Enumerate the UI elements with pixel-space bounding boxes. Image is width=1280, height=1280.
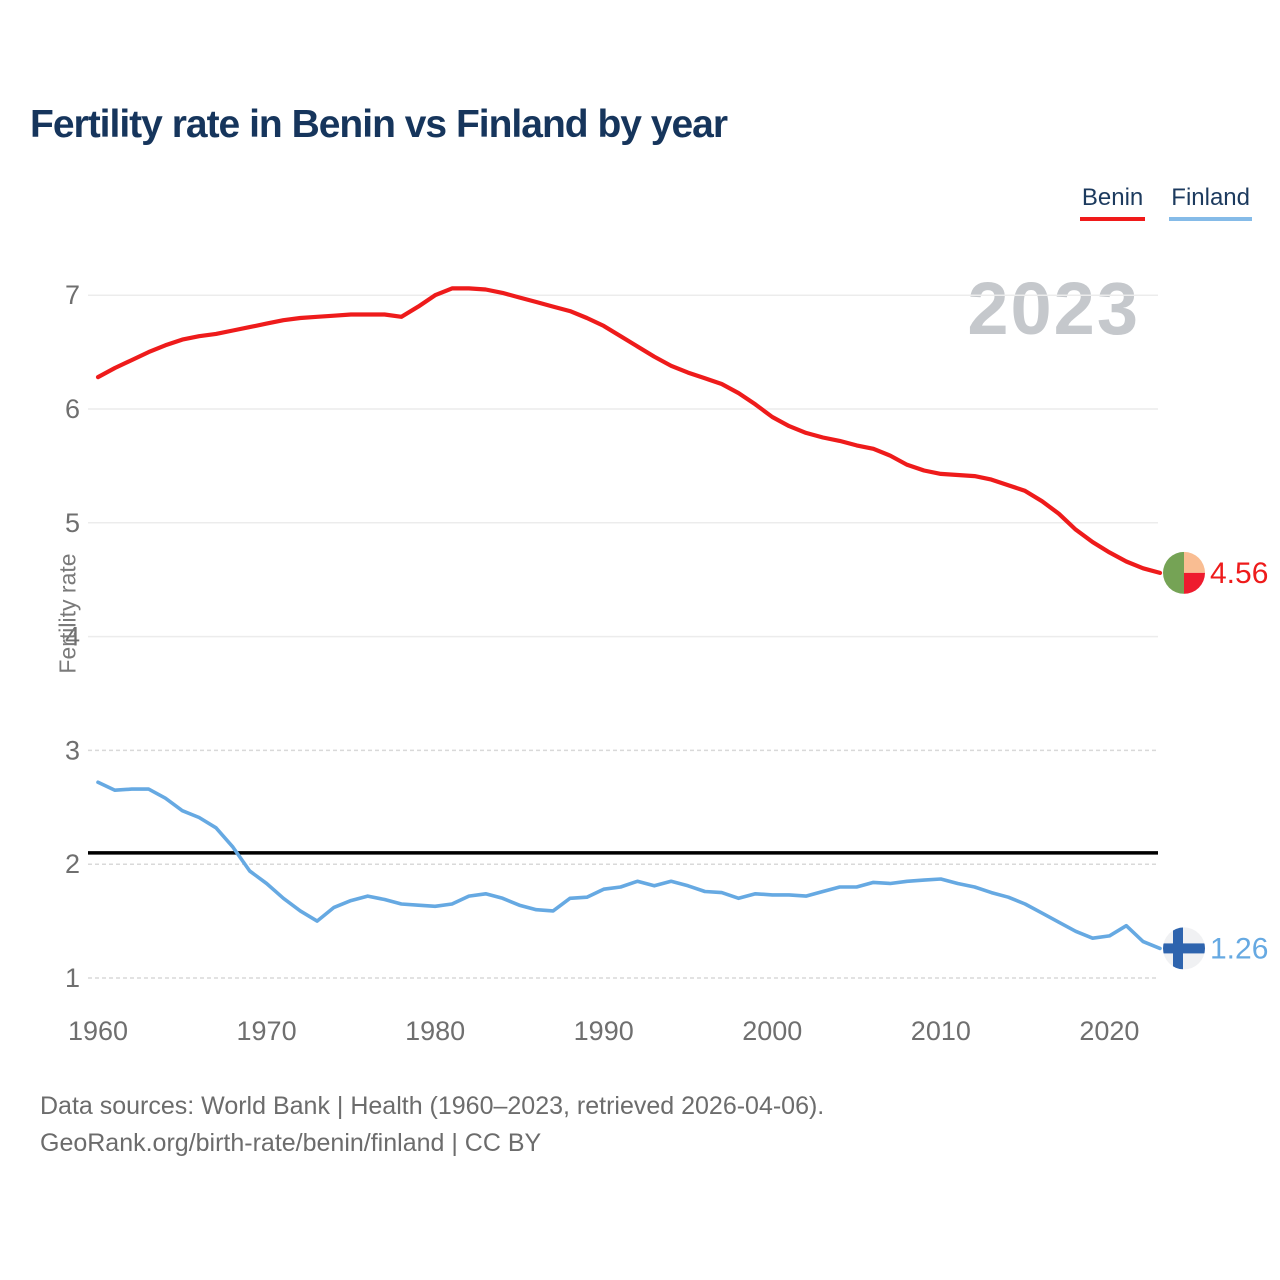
- benin-end-value: 4.56: [1210, 557, 1268, 590]
- footer: Data sources: World Bank | Health (1960–…: [40, 1088, 824, 1162]
- footer-sources: Data sources: World Bank | Health (1960–…: [40, 1092, 825, 1120]
- gridlines: [88, 294, 1158, 979]
- x-tick-1970: 1970: [237, 1016, 297, 1046]
- x-tick-2020: 2020: [1079, 1016, 1139, 1046]
- legend-item-benin[interactable]: Benin: [1079, 184, 1146, 221]
- year-watermark: 2023: [967, 267, 1140, 350]
- x-tick-2000: 2000: [742, 1016, 802, 1046]
- finland-flag-marker: [1163, 927, 1205, 970]
- y-tick-1: 1: [65, 963, 80, 993]
- y-tick-4: 4: [65, 622, 80, 652]
- footer-attribution: GeoRank.org/birth-rate/benin/finland | C…: [40, 1129, 542, 1157]
- y-axis-tick-labels: 1 2 3 4 5 6 7: [65, 280, 80, 993]
- series-lines: [95, 286, 1163, 951]
- legend-item-finland[interactable]: Finland: [1169, 184, 1252, 221]
- x-tick-1980: 1980: [405, 1016, 465, 1046]
- page-title: Fertility rate in Benin vs Finland by ye…: [30, 103, 728, 146]
- line-finland: [96, 780, 1162, 951]
- legend-swatch-finland: [1169, 217, 1252, 221]
- benin-flag-marker: [1163, 551, 1205, 594]
- legend-swatch-benin: [1079, 217, 1146, 221]
- y-tick-5: 5: [65, 508, 80, 538]
- legend: Benin Finland: [1079, 184, 1252, 221]
- y-tick-6: 6: [65, 394, 80, 424]
- y-tick-2: 2: [65, 849, 80, 879]
- legend-label-benin: Benin: [1081, 184, 1144, 211]
- x-tick-1960: 1960: [68, 1016, 128, 1046]
- y-axis-title: Fertility rate: [54, 553, 81, 674]
- finland-end-value: 1.26: [1210, 932, 1268, 965]
- x-tick-2010: 2010: [911, 1016, 971, 1046]
- legend-label-finland: Finland: [1171, 184, 1250, 211]
- y-tick-7: 7: [65, 280, 80, 310]
- y-tick-3: 3: [65, 735, 80, 765]
- x-axis-tick-labels: 1960 1970 1980 1990 2000 2010 2020: [68, 1016, 1139, 1046]
- x-tick-1990: 1990: [574, 1016, 634, 1046]
- line-benin: [95, 286, 1163, 576]
